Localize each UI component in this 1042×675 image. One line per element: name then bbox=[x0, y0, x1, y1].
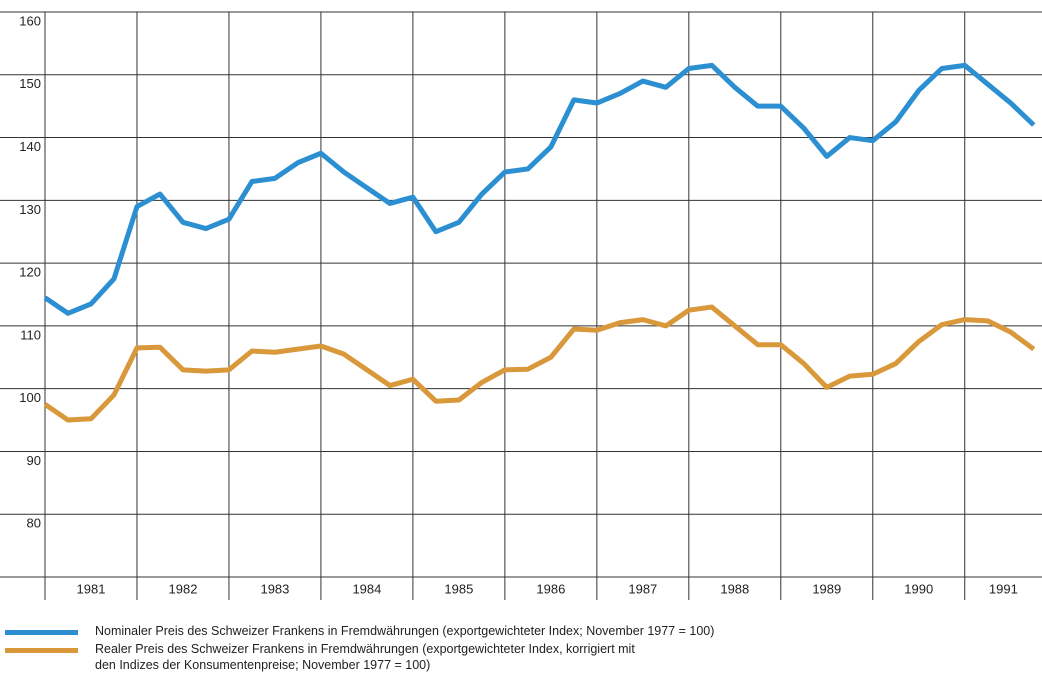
y-tick-label: 80 bbox=[27, 516, 41, 531]
y-tick-label: 140 bbox=[19, 139, 41, 154]
x-tick-label: 1988 bbox=[720, 581, 749, 596]
legend-swatch bbox=[5, 630, 78, 635]
x-tick-label: 1987 bbox=[628, 581, 657, 596]
x-tick-label: 1991 bbox=[989, 581, 1018, 596]
y-tick-label: 100 bbox=[19, 390, 41, 405]
legend-swatch bbox=[5, 648, 78, 653]
legend-item: Realer Preis des Schweizer Frankens in F… bbox=[0, 640, 1042, 672]
y-tick-label: 90 bbox=[27, 453, 41, 468]
x-tick-label: 1984 bbox=[352, 581, 381, 596]
legend-label: Realer Preis des Schweizer Frankens in F… bbox=[95, 642, 635, 672]
data-line bbox=[43, 62, 1036, 316]
x-tick-label: 1986 bbox=[536, 581, 565, 596]
x-tick-label: 1982 bbox=[169, 581, 198, 596]
x-tick-label: 1983 bbox=[260, 581, 289, 596]
x-tick-label: 1981 bbox=[77, 581, 106, 596]
x-tick-label: 1989 bbox=[812, 581, 841, 596]
legend-label: Nominaler Preis des Schweizer Frankens i… bbox=[95, 624, 715, 638]
legend: Nominaler Preis des Schweizer Frankens i… bbox=[0, 622, 1042, 672]
y-tick-label: 160 bbox=[19, 13, 41, 28]
x-tick-label: 1985 bbox=[444, 581, 473, 596]
y-tick-label: 130 bbox=[19, 202, 41, 217]
y-tick-label: 110 bbox=[20, 327, 41, 342]
y-tick-label: 150 bbox=[19, 76, 41, 91]
data-line bbox=[43, 304, 1036, 423]
legend-item: Nominaler Preis des Schweizer Frankens i… bbox=[0, 622, 1042, 640]
x-tick-label: 1990 bbox=[904, 581, 933, 596]
y-tick-label: 120 bbox=[19, 265, 41, 280]
chart: 80 90 100 110 120 130 140 150 160 1981 1982 1983 198… bbox=[0, 11, 1042, 600]
